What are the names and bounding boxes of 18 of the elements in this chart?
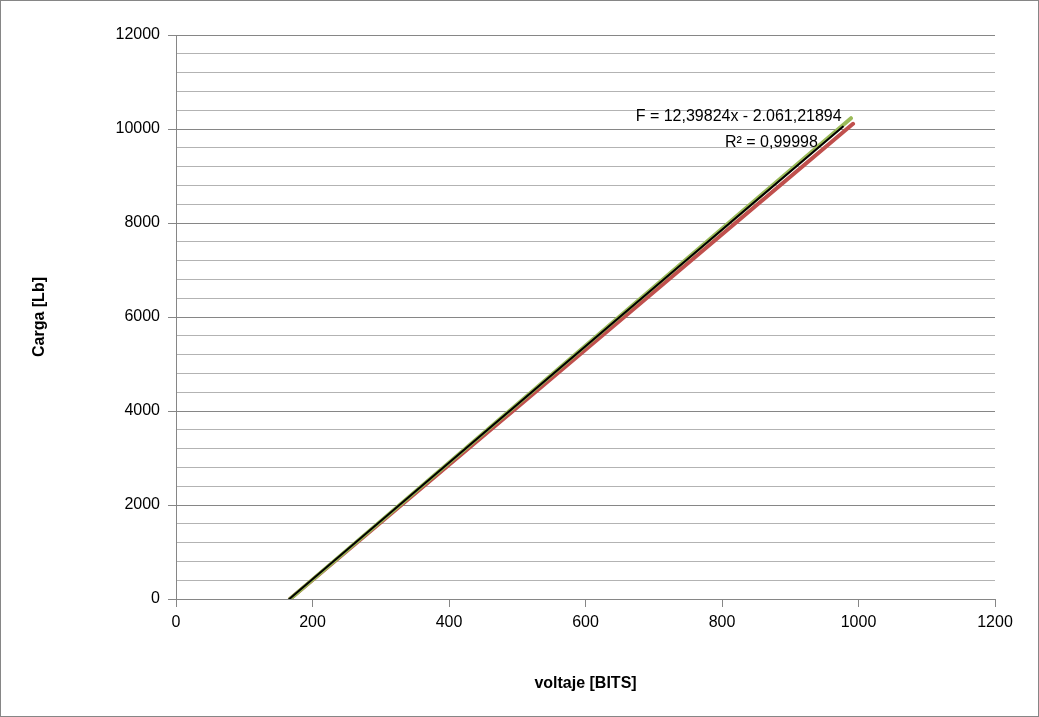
x-tick-label: 1200 (977, 613, 1013, 631)
y-tick-label: 8000 (124, 213, 161, 231)
x-tick-label: 0 (171, 613, 181, 631)
x-tick-label: 1000 (840, 613, 877, 631)
y-tick-label: 2000 (124, 495, 161, 513)
annotation: R² = 0,99998 (724, 132, 818, 150)
x-tick-label: 400 (435, 613, 463, 631)
annotation: F = 12,39824x - 2.061,21894 (635, 107, 842, 125)
y-tick-label: 12000 (115, 25, 161, 43)
y-tick-label: 6000 (124, 307, 161, 325)
y-tick-label: 10000 (115, 119, 161, 137)
x-axis-title: voltaje [BITS] (534, 673, 637, 691)
y-tick-label: 0 (151, 589, 161, 607)
x-tick-label: 800 (708, 613, 736, 631)
x-tick-label: 600 (572, 613, 599, 631)
x-tick-label: 200 (299, 613, 326, 631)
y-tick-label: 4000 (124, 401, 161, 419)
y-axis-title: Carga [Lb] (30, 277, 48, 357)
